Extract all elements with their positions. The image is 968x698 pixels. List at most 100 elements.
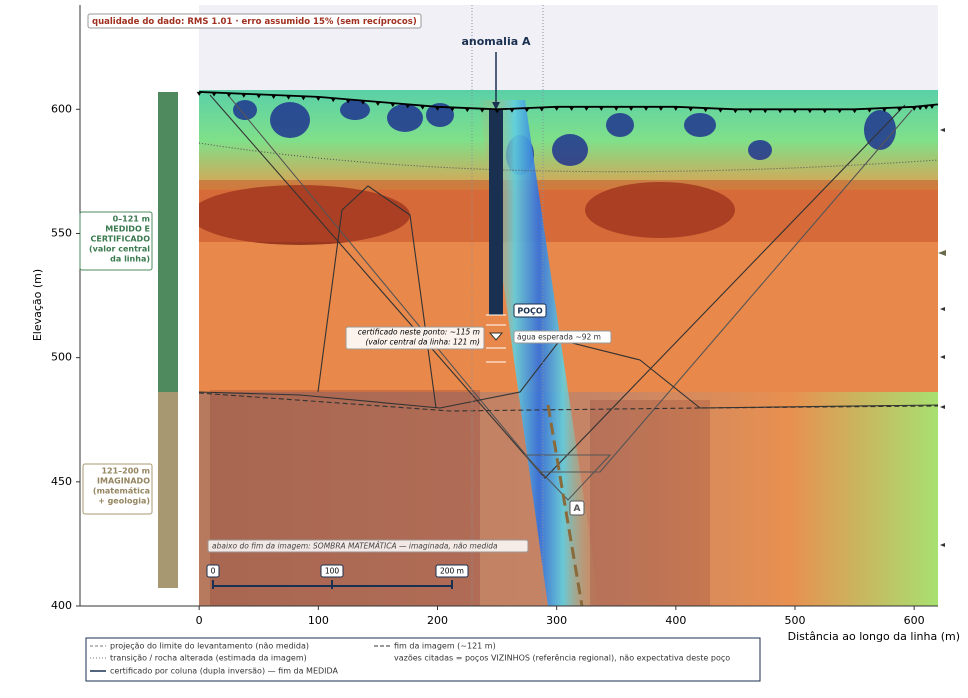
electrode — [896, 107, 902, 112]
legend-box — [85, 637, 761, 682]
scale-box — [206, 564, 220, 578]
electrode — [420, 105, 426, 110]
y-tick-label: 450 — [51, 475, 72, 488]
scale-label: 0 — [211, 567, 216, 576]
legend-label: vazões citadas = poços VIZINHOS (referên… — [394, 653, 730, 663]
imagined-column — [158, 392, 178, 588]
survey-limit — [209, 94, 906, 479]
anomaly-stripe — [478, 100, 600, 606]
x-tick-label: 0 — [196, 614, 203, 627]
column-label: 121–200 m — [101, 467, 150, 476]
well — [489, 110, 503, 315]
anomaly-outline — [523, 454, 612, 501]
electrode — [211, 92, 217, 97]
x-tick-label: 500 — [785, 614, 806, 627]
electrode — [807, 109, 813, 114]
interpretation-lines — [198, 94, 939, 501]
electrode — [911, 106, 917, 111]
electrode — [837, 109, 843, 114]
electrode — [792, 109, 798, 114]
legend-label: transição / rocha alterada (estimada da … — [110, 654, 307, 663]
electrode — [628, 106, 634, 111]
certified-box — [345, 326, 485, 350]
electrode — [330, 98, 336, 103]
scale-box — [320, 564, 344, 578]
transition-line — [198, 142, 939, 173]
x-tick-label: 100 — [308, 614, 329, 627]
electrode — [300, 96, 306, 101]
column-label: (matemática — [93, 487, 150, 496]
electrode — [762, 109, 768, 114]
imagined-box — [82, 463, 153, 515]
column-label: IMAGINADO — [97, 477, 150, 486]
electrode — [494, 109, 500, 114]
electrode — [598, 106, 604, 111]
electrode — [613, 106, 619, 111]
electrode — [703, 108, 709, 113]
x-tick-label: 400 — [665, 614, 686, 627]
electrode — [688, 107, 694, 112]
scale-label: 200 m — [440, 567, 464, 576]
electrode — [435, 106, 440, 111]
electrode — [822, 109, 828, 114]
electrode — [917, 106, 923, 111]
certified-note: certificado neste ponto: ~115 m — [358, 328, 480, 337]
y-tick-label: 500 — [51, 351, 72, 364]
quality-box — [87, 13, 422, 29]
projection-dashed — [546, 404, 584, 607]
well-label: POÇO — [517, 307, 543, 316]
water-note: água esperada ~92 m — [517, 333, 601, 342]
electrode — [405, 104, 411, 109]
electrode — [479, 108, 485, 113]
column-label: 0–121 m — [113, 215, 150, 224]
y-tick-label: 400 — [51, 599, 72, 612]
water-marker — [488, 332, 504, 341]
column-label: MEDIDO E — [105, 225, 150, 234]
survey-limit — [227, 94, 913, 473]
well-marks — [486, 314, 506, 363]
x-tick-label: 200 — [427, 614, 448, 627]
electrode — [929, 104, 935, 109]
conductive-body — [585, 182, 735, 238]
electrode — [524, 108, 530, 113]
electrode — [881, 108, 887, 113]
topography — [199, 91, 939, 111]
anomaly-arrow-head — [492, 102, 500, 110]
scale-label: 100 — [325, 567, 340, 576]
electrode — [866, 108, 872, 113]
column-label: (valor central — [89, 245, 150, 254]
legend-label: certificado por coluna (dupla inversão) … — [110, 667, 339, 676]
electrode — [539, 107, 545, 112]
y-tick-label: 600 — [51, 102, 72, 115]
electrode — [852, 109, 858, 114]
shadow-zone — [590, 400, 710, 606]
electrode — [747, 109, 753, 114]
electrode — [554, 106, 560, 111]
marker-label: A — [574, 504, 581, 514]
column-label: + geologia) — [98, 497, 150, 506]
electrode — [345, 99, 351, 104]
electrode — [569, 106, 575, 111]
electrode — [449, 107, 455, 112]
y-tick-label: 550 — [51, 226, 72, 239]
quality-note: qualidade do dado: RMS 1.01 · erro assum… — [92, 17, 417, 27]
electrode — [390, 103, 396, 108]
x-axis-label: Distância ao longo da linha (m) — [788, 630, 960, 643]
electrode — [643, 106, 649, 111]
anomaly-label: anomalia A — [461, 35, 530, 48]
scale-box — [435, 564, 469, 578]
electrode — [315, 96, 321, 101]
electrode — [241, 93, 247, 98]
electrode — [286, 95, 292, 100]
electrode — [718, 108, 724, 113]
electrode — [360, 100, 366, 105]
electrode — [196, 91, 202, 96]
electrode — [658, 106, 664, 111]
well-label-box — [513, 303, 547, 318]
certified-note: (valor central da linha: 121 m) — [365, 338, 480, 347]
scale-ticks — [212, 580, 453, 589]
electrode — [673, 106, 679, 111]
electrode — [256, 94, 262, 99]
